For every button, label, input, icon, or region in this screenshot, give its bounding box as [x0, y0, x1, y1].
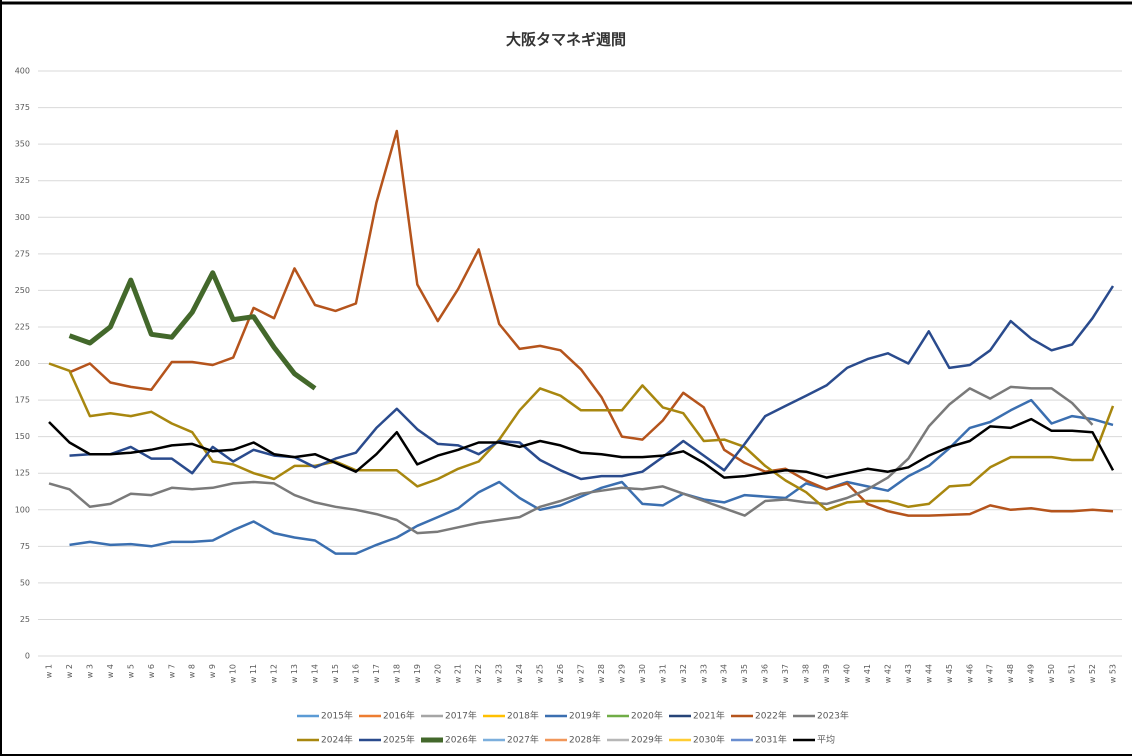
y-tick-label: 225 [15, 322, 30, 331]
x-tick-label: w 38 [802, 664, 811, 683]
y-tick-label: 300 [15, 213, 30, 222]
x-tick-label: w 42 [883, 664, 892, 683]
x-tick-label: w 41 [863, 664, 872, 683]
y-tick-label: 25 [20, 615, 30, 624]
x-tick-label: w 53 [1109, 664, 1118, 683]
x-tick-label: w 46 [965, 664, 974, 683]
x-tick-label: w 29 [617, 664, 626, 683]
x-tick-label: w 1 [45, 664, 54, 678]
x-tick-label: w 27 [577, 664, 586, 683]
x-tick-label: w 32 [679, 664, 688, 683]
x-tick-label: w 18 [392, 664, 401, 683]
legend-label: 2018年 [507, 710, 539, 722]
legend-label: 2029年 [631, 734, 663, 746]
x-tick-label: w 30 [638, 664, 647, 683]
x-tick-label: w 31 [658, 664, 667, 683]
legend-label: 2023年 [817, 710, 849, 722]
x-tick-label: w 13 [290, 664, 299, 683]
x-tick-label: w 8 [188, 664, 197, 678]
x-tick-label: w 26 [556, 664, 565, 683]
x-tick-label: w 5 [126, 664, 135, 678]
x-tick-label: w 40 [843, 664, 852, 683]
x-tick-label: w 50 [1047, 664, 1056, 683]
chart-title: 大阪タマネギ週間 [506, 31, 626, 49]
x-tick-label: w 33 [699, 664, 708, 683]
x-tick-label: w 3 [85, 664, 94, 678]
x-tick-label: w 11 [249, 664, 258, 683]
x-tick-label: w 7 [167, 664, 176, 678]
y-tick-label: 100 [15, 505, 30, 514]
series-line [69, 285, 1115, 481]
x-tick-label: w 20 [433, 664, 442, 683]
legend-label: 2031年 [755, 734, 787, 746]
y-tick-label: 175 [15, 396, 30, 405]
legend-label: 2021年 [693, 710, 725, 722]
legend-label: 2030年 [693, 734, 725, 746]
y-tick-label: 250 [15, 286, 30, 295]
x-tick-label: w 48 [1006, 664, 1015, 683]
x-tick-label: w 25 [536, 664, 545, 683]
x-tick-label: w 51 [1068, 664, 1077, 683]
series-line [48, 362, 1115, 512]
legend-label: 2015年 [321, 710, 353, 722]
x-tick-label: w 12 [270, 664, 279, 683]
series-line [48, 385, 1094, 535]
x-tick-label: w 43 [904, 664, 913, 683]
y-tick-label: 375 [15, 103, 30, 112]
y-tick-label: 400 [15, 67, 30, 76]
series-line [68, 270, 317, 391]
x-tick-label: w 17 [372, 664, 381, 683]
x-tick-label: w 2 [65, 664, 74, 678]
series-line [48, 417, 1115, 479]
x-tick-label: w 9 [208, 664, 217, 678]
x-tick-label: w 4 [106, 664, 115, 678]
y-tick-label: 275 [15, 249, 30, 258]
legend-label: 平均 [817, 734, 835, 746]
legend-label: 2026年 [445, 734, 477, 746]
y-tick-label: 0 [25, 652, 30, 661]
x-tick-label: w 10 [229, 664, 238, 683]
x-tick-label: w 24 [515, 664, 524, 683]
y-tick-label: 75 [20, 542, 30, 551]
x-tick-label: w 28 [597, 664, 606, 683]
y-tick-label: 50 [20, 578, 30, 587]
legend-label: 2024年 [321, 734, 353, 746]
x-tick-label: w 15 [331, 664, 340, 683]
y-tick-label: 150 [15, 432, 30, 441]
x-tick-label: w 21 [454, 664, 463, 683]
x-tick-label: w 39 [822, 664, 831, 683]
legend-label: 2025年 [383, 734, 415, 746]
x-tick-label: w 44 [924, 664, 933, 683]
x-tick-label: w 37 [781, 664, 790, 683]
x-tick-label: w 36 [761, 664, 770, 683]
y-tick-label: 350 [15, 140, 30, 149]
x-tick-label: w 16 [351, 664, 360, 683]
x-tick-label: w 23 [495, 664, 504, 683]
x-tick-label: w 22 [474, 664, 483, 683]
x-tick-label: w 47 [986, 664, 995, 683]
x-tick-label: w 34 [720, 664, 729, 683]
x-tick-label: w 45 [945, 664, 954, 683]
x-tick-label: w 19 [413, 664, 422, 683]
legend-label: 2027年 [507, 734, 539, 746]
legend-label: 2022年 [755, 710, 787, 722]
legend-label: 2016年 [383, 710, 415, 722]
legend-label: 2019年 [569, 710, 601, 722]
y-tick-label: 200 [15, 359, 30, 368]
y-tick-label: 325 [15, 176, 30, 185]
x-tick-label: w 52 [1088, 664, 1097, 683]
x-tick-label: w 6 [147, 664, 156, 678]
series-line [69, 129, 1114, 517]
x-tick-label: w 14 [311, 664, 320, 683]
legend-label: 2028年 [569, 734, 601, 746]
x-tick-label: w 49 [1027, 664, 1036, 683]
legend-label: 2020年 [631, 710, 663, 722]
x-tick-label: w 35 [740, 664, 749, 683]
y-tick-label: 125 [15, 469, 30, 478]
legend-label: 2017年 [445, 710, 477, 722]
